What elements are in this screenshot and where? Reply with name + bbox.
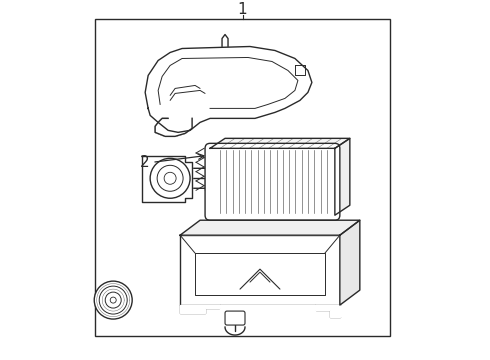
Polygon shape (180, 305, 340, 317)
Text: 1: 1 (238, 2, 247, 17)
Polygon shape (340, 220, 360, 305)
Circle shape (99, 286, 127, 314)
Circle shape (157, 165, 183, 191)
FancyBboxPatch shape (225, 311, 245, 325)
Polygon shape (155, 118, 192, 136)
Polygon shape (145, 46, 312, 132)
Circle shape (105, 292, 121, 308)
FancyBboxPatch shape (205, 143, 340, 220)
Polygon shape (142, 156, 192, 202)
Polygon shape (335, 138, 350, 215)
Polygon shape (180, 220, 360, 235)
Polygon shape (210, 138, 350, 148)
Circle shape (150, 158, 190, 198)
Circle shape (164, 172, 176, 184)
Circle shape (110, 297, 116, 303)
Polygon shape (180, 235, 340, 305)
Circle shape (94, 281, 132, 319)
Text: 2: 2 (140, 155, 150, 170)
Bar (95, 19, 390, 336)
